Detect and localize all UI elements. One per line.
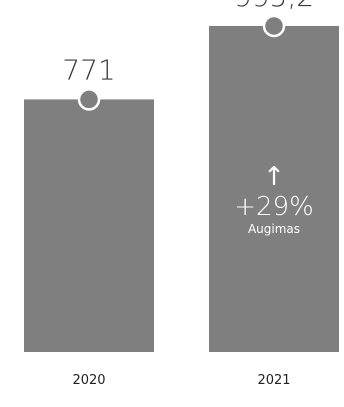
category-label-2021: 2021 <box>257 373 290 388</box>
bar-2021 <box>209 25 339 353</box>
category-label-2020: 2020 <box>72 373 105 388</box>
value-label-2020: 771 <box>62 53 115 86</box>
growth-arrow-icon: ↑ <box>263 162 285 192</box>
growth-percent: +29% <box>234 192 314 222</box>
bars-layer <box>24 25 339 353</box>
growth-annotation: ↑ +29% Augimas <box>234 162 314 236</box>
bar-top-marker-2020 <box>77 88 101 111</box>
labels-layer: 771 2020 995,2 2021 <box>62 0 314 388</box>
bar-2020 <box>24 99 154 352</box>
growth-label: Augimas <box>248 222 300 236</box>
value-label-2021: 995,2 <box>234 0 314 13</box>
bar-top-marker-2021 <box>262 14 286 38</box>
markers-layer <box>77 14 286 111</box>
